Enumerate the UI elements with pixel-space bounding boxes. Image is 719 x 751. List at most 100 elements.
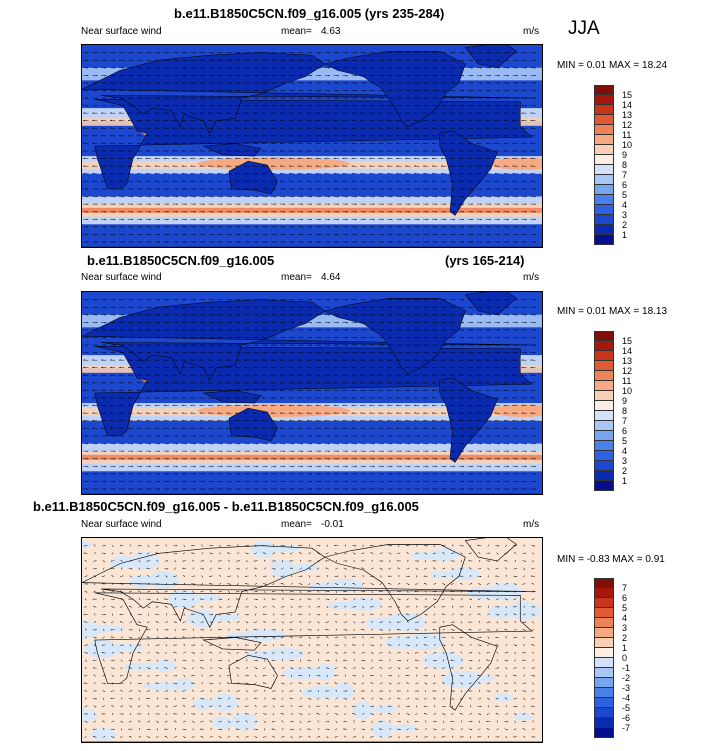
- panel3-title: b.e11.B1850C5CN.f09_g16.005 - b.e11.B185…: [33, 499, 419, 514]
- panel3-mean-label: mean=: [281, 519, 312, 530]
- colorbar-tick-label: 7: [622, 416, 628, 426]
- colorbar-cell: [594, 451, 614, 461]
- colorbar-cell: [594, 588, 614, 598]
- colorbar-cell: [594, 361, 614, 371]
- colorbar-tick-label: 5: [622, 436, 628, 446]
- panel1-colorbar: 15 14 13 12 11 10 9 8 7 6 5 4 3 2 1: [594, 85, 632, 245]
- colorbar-tick-label: 12: [622, 120, 633, 130]
- panel2-variable: Near surface wind: [81, 272, 162, 283]
- panel3-units: m/s: [523, 519, 540, 530]
- colorbar-cell: [594, 391, 614, 401]
- colorbar-tick-label: 10: [622, 140, 633, 150]
- colorbar-tick-label: 4: [622, 200, 628, 210]
- colorbar-tick-label: 6: [622, 426, 628, 436]
- colorbar-cell: [594, 461, 614, 471]
- colorbar-cell: [594, 618, 614, 628]
- colorbar-tick-label: 4: [622, 613, 628, 623]
- colorbar-tick-label: -5: [622, 703, 631, 713]
- colorbar-cell: [594, 688, 614, 698]
- colorbar-cell: [594, 175, 614, 185]
- colorbar-cell: [594, 195, 614, 205]
- colorbar-tick-label: 12: [622, 366, 633, 376]
- colorbar-tick-label: 2: [622, 633, 628, 643]
- colorbar-cell: [594, 125, 614, 135]
- colorbar-cell: [594, 638, 614, 648]
- colorbar-cell: [594, 648, 614, 658]
- colorbar-tick-label: 6: [622, 593, 628, 603]
- colorbar-tick-label: 11: [622, 376, 632, 386]
- panel1-wind-map: [81, 44, 543, 248]
- colorbar-tick-label: 14: [622, 346, 633, 356]
- panel1-mean-label: mean=: [281, 26, 312, 37]
- colorbar-cell: [594, 678, 614, 688]
- colorbar-cell: [594, 165, 614, 175]
- colorbar-tick-label: -2: [622, 673, 631, 683]
- panel3-variable: Near surface wind: [81, 519, 162, 530]
- colorbar-cell: [594, 135, 614, 145]
- panel1-title: b.e11.B1850C5CN.f09_g16.005 (yrs 235-284…: [174, 6, 445, 21]
- colorbar-cell: [594, 145, 614, 155]
- colorbar-cell: [594, 578, 614, 588]
- colorbar-tick-label: 7: [622, 170, 628, 180]
- colorbar-cell: [594, 728, 614, 738]
- colorbar-cell: [594, 598, 614, 608]
- colorbar-cell: [594, 185, 614, 195]
- panel2-title-right: (yrs 165-214): [445, 253, 525, 268]
- colorbar-tick-label: 5: [622, 603, 628, 613]
- colorbar-cell: [594, 431, 614, 441]
- colorbar-cell: [594, 235, 614, 245]
- colorbar-cell: [594, 608, 614, 618]
- panel3-mean: -0.01: [321, 519, 344, 530]
- colorbar-tick-label: 13: [622, 110, 633, 120]
- colorbar-tick-label: 8: [622, 406, 628, 416]
- colorbar-cell: [594, 331, 614, 341]
- colorbar-cell: [594, 658, 614, 668]
- colorbar-cell: [594, 115, 614, 125]
- panel3-wind-diff-map: [81, 537, 543, 743]
- colorbar-tick-label: 13: [622, 356, 633, 366]
- colorbar-tick-label: 15: [622, 90, 633, 100]
- colorbar-cell: [594, 351, 614, 361]
- colorbar-tick-label: 3: [622, 456, 628, 466]
- colorbar-tick-label: 11: [622, 130, 632, 140]
- colorbar-cell: [594, 205, 614, 215]
- colorbar-cell: [594, 381, 614, 391]
- colorbar-tick-label: 3: [622, 623, 628, 633]
- colorbar-cell: [594, 215, 614, 225]
- colorbar-tick-label: 1: [622, 643, 628, 653]
- colorbar-tick-label: 9: [622, 150, 628, 160]
- colorbar-tick-label: 1: [622, 230, 628, 240]
- colorbar-cell: [594, 628, 614, 638]
- colorbar-cell: [594, 441, 614, 451]
- colorbar-cell: [594, 401, 614, 411]
- colorbar-cell: [594, 471, 614, 481]
- colorbar-cell: [594, 371, 614, 381]
- colorbar-tick-label: 7: [622, 583, 628, 593]
- colorbar-tick-label: -3: [622, 683, 631, 693]
- panel3-minmax: MIN = -0.83 MAX = 0.91: [557, 554, 665, 565]
- colorbar-tick-label: 10: [622, 386, 633, 396]
- colorbar-cell: [594, 411, 614, 421]
- colorbar-tick-label: 8: [622, 160, 628, 170]
- panel1-mean: 4.63: [321, 26, 341, 37]
- panel2-wind-map: [81, 291, 543, 495]
- colorbar-tick-label: 5: [622, 190, 628, 200]
- colorbar-tick-label: -6: [622, 713, 631, 723]
- colorbar-tick-label: 15: [622, 336, 633, 346]
- colorbar-tick-label: -4: [622, 693, 631, 703]
- colorbar-tick-label: 9: [622, 396, 628, 406]
- panel2-mean: 4.64: [321, 272, 341, 283]
- colorbar-cell: [594, 95, 614, 105]
- colorbar-cell: [594, 155, 614, 165]
- colorbar-cell: [594, 698, 614, 708]
- panel1-variable: Near surface wind: [81, 26, 162, 37]
- colorbar-cell: [594, 708, 614, 718]
- colorbar-tick-label: 6: [622, 180, 628, 190]
- colorbar-cell: [594, 85, 614, 95]
- colorbar-cell: [594, 481, 614, 491]
- panel2-minmax: MIN = 0.01 MAX = 18.13: [557, 306, 668, 317]
- colorbar-tick-label: 0: [622, 653, 628, 663]
- panel2-mean-label: mean=: [281, 272, 312, 283]
- colorbar-tick-label: -7: [622, 723, 631, 733]
- panel3-colorbar: 7 6 5 4 3 2 1 0 -1 -2 -3 -4 -5 -6 -7: [594, 578, 630, 738]
